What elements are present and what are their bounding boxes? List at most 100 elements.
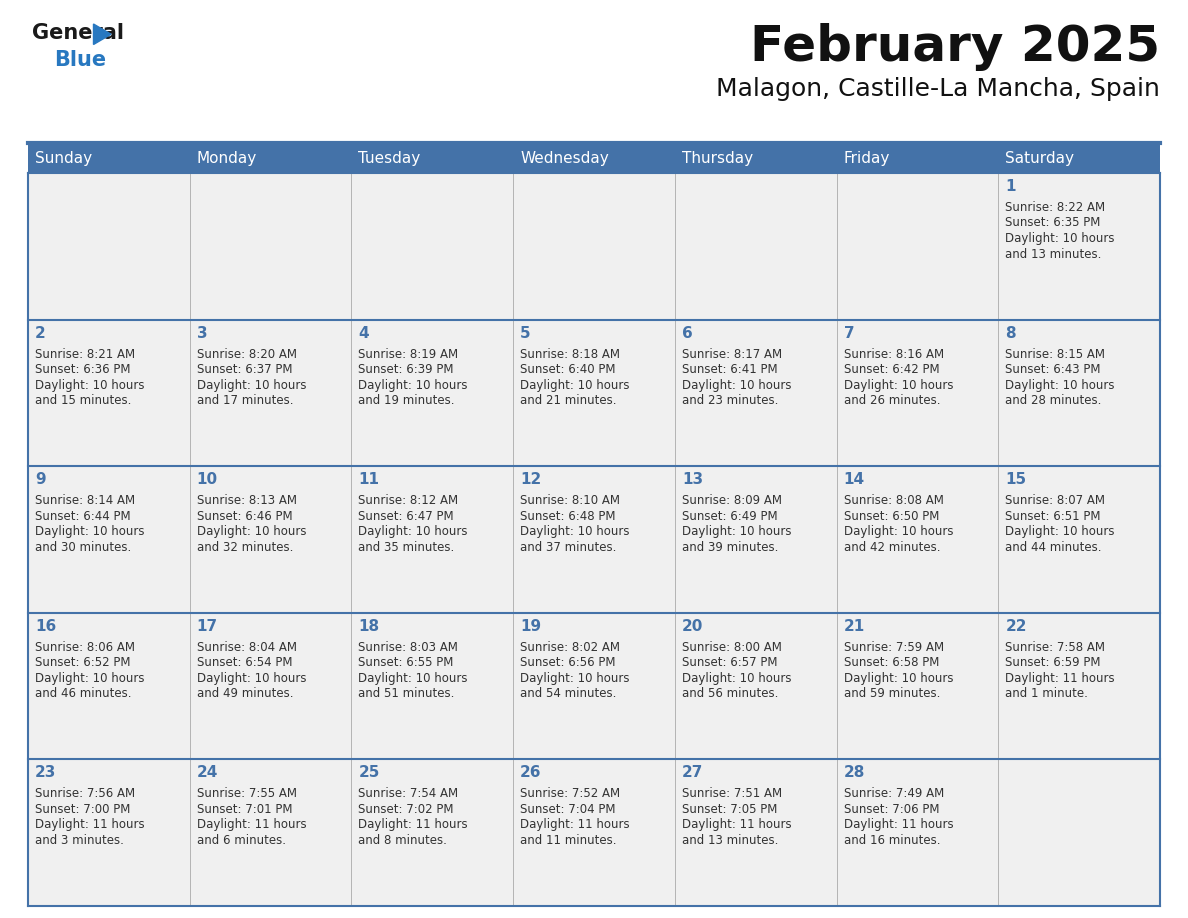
Text: Daylight: 11 hours: Daylight: 11 hours bbox=[843, 819, 953, 832]
Text: 24: 24 bbox=[197, 766, 219, 780]
Text: and 39 minutes.: and 39 minutes. bbox=[682, 541, 778, 554]
Text: Daylight: 10 hours: Daylight: 10 hours bbox=[682, 672, 791, 685]
Text: Friday: Friday bbox=[843, 151, 890, 165]
Text: Sunrise: 7:51 AM: Sunrise: 7:51 AM bbox=[682, 788, 782, 800]
Text: Daylight: 10 hours: Daylight: 10 hours bbox=[197, 525, 307, 538]
Text: Daylight: 10 hours: Daylight: 10 hours bbox=[843, 672, 953, 685]
Text: Saturday: Saturday bbox=[1005, 151, 1074, 165]
Text: Sunrise: 8:08 AM: Sunrise: 8:08 AM bbox=[843, 494, 943, 508]
Text: 22: 22 bbox=[1005, 619, 1026, 633]
Text: Sunset: 6:47 PM: Sunset: 6:47 PM bbox=[359, 509, 454, 522]
Text: Daylight: 11 hours: Daylight: 11 hours bbox=[197, 819, 307, 832]
Text: Sunrise: 8:09 AM: Sunrise: 8:09 AM bbox=[682, 494, 782, 508]
Text: Sunrise: 7:58 AM: Sunrise: 7:58 AM bbox=[1005, 641, 1105, 654]
Text: and 30 minutes.: and 30 minutes. bbox=[34, 541, 131, 554]
Text: Sunrise: 8:07 AM: Sunrise: 8:07 AM bbox=[1005, 494, 1105, 508]
Text: 8: 8 bbox=[1005, 326, 1016, 341]
Text: Daylight: 10 hours: Daylight: 10 hours bbox=[359, 378, 468, 392]
Text: Sunrise: 8:03 AM: Sunrise: 8:03 AM bbox=[359, 641, 459, 654]
Text: Daylight: 10 hours: Daylight: 10 hours bbox=[1005, 525, 1114, 538]
Text: Sunrise: 8:15 AM: Sunrise: 8:15 AM bbox=[1005, 348, 1105, 361]
Text: and 6 minutes.: and 6 minutes. bbox=[197, 834, 286, 847]
Text: Thursday: Thursday bbox=[682, 151, 753, 165]
Text: Sunset: 6:37 PM: Sunset: 6:37 PM bbox=[197, 364, 292, 376]
Text: Sunset: 6:57 PM: Sunset: 6:57 PM bbox=[682, 656, 777, 669]
Text: 20: 20 bbox=[682, 619, 703, 633]
Text: Sunrise: 8:00 AM: Sunrise: 8:00 AM bbox=[682, 641, 782, 654]
Text: and 21 minutes.: and 21 minutes. bbox=[520, 394, 617, 407]
Text: Daylight: 10 hours: Daylight: 10 hours bbox=[34, 525, 145, 538]
Text: Sunset: 7:02 PM: Sunset: 7:02 PM bbox=[359, 803, 454, 816]
Text: Sunset: 6:55 PM: Sunset: 6:55 PM bbox=[359, 656, 454, 669]
Text: Sunrise: 8:22 AM: Sunrise: 8:22 AM bbox=[1005, 201, 1105, 214]
Text: and 1 minute.: and 1 minute. bbox=[1005, 688, 1088, 700]
Text: 25: 25 bbox=[359, 766, 380, 780]
Text: Sunset: 6:42 PM: Sunset: 6:42 PM bbox=[843, 364, 940, 376]
Text: 12: 12 bbox=[520, 472, 542, 487]
Text: Daylight: 10 hours: Daylight: 10 hours bbox=[682, 525, 791, 538]
Text: 15: 15 bbox=[1005, 472, 1026, 487]
Text: 11: 11 bbox=[359, 472, 379, 487]
Text: Sunset: 6:48 PM: Sunset: 6:48 PM bbox=[520, 509, 615, 522]
Text: Sunrise: 8:10 AM: Sunrise: 8:10 AM bbox=[520, 494, 620, 508]
Text: Sunrise: 8:20 AM: Sunrise: 8:20 AM bbox=[197, 348, 297, 361]
Text: 6: 6 bbox=[682, 326, 693, 341]
Text: Sunrise: 8:02 AM: Sunrise: 8:02 AM bbox=[520, 641, 620, 654]
Text: Sunset: 6:59 PM: Sunset: 6:59 PM bbox=[1005, 656, 1101, 669]
Text: 2: 2 bbox=[34, 326, 46, 341]
Text: 5: 5 bbox=[520, 326, 531, 341]
Text: 27: 27 bbox=[682, 766, 703, 780]
Text: Sunset: 6:43 PM: Sunset: 6:43 PM bbox=[1005, 364, 1101, 376]
Text: Sunrise: 8:17 AM: Sunrise: 8:17 AM bbox=[682, 348, 782, 361]
Bar bbox=[29, 319, 1159, 466]
Text: 19: 19 bbox=[520, 619, 542, 633]
Text: Sunrise: 8:16 AM: Sunrise: 8:16 AM bbox=[843, 348, 943, 361]
Text: 1: 1 bbox=[1005, 179, 1016, 194]
Text: Sunrise: 8:04 AM: Sunrise: 8:04 AM bbox=[197, 641, 297, 654]
Text: Wednesday: Wednesday bbox=[520, 151, 609, 165]
Text: 10: 10 bbox=[197, 472, 217, 487]
Text: and 44 minutes.: and 44 minutes. bbox=[1005, 541, 1101, 554]
Text: 9: 9 bbox=[34, 472, 45, 487]
Text: and 23 minutes.: and 23 minutes. bbox=[682, 394, 778, 407]
Text: Sunset: 6:50 PM: Sunset: 6:50 PM bbox=[843, 509, 939, 522]
Text: Daylight: 10 hours: Daylight: 10 hours bbox=[520, 525, 630, 538]
Text: Daylight: 10 hours: Daylight: 10 hours bbox=[682, 378, 791, 392]
Bar bbox=[29, 143, 1159, 173]
Text: Daylight: 10 hours: Daylight: 10 hours bbox=[520, 672, 630, 685]
Text: 28: 28 bbox=[843, 766, 865, 780]
Text: Sunrise: 8:18 AM: Sunrise: 8:18 AM bbox=[520, 348, 620, 361]
Bar bbox=[29, 759, 1159, 906]
Text: Daylight: 10 hours: Daylight: 10 hours bbox=[359, 525, 468, 538]
Text: and 17 minutes.: and 17 minutes. bbox=[197, 394, 293, 407]
Text: 18: 18 bbox=[359, 619, 379, 633]
Text: and 46 minutes.: and 46 minutes. bbox=[34, 688, 132, 700]
Text: and 13 minutes.: and 13 minutes. bbox=[1005, 248, 1101, 261]
Text: Sunset: 6:44 PM: Sunset: 6:44 PM bbox=[34, 509, 131, 522]
Text: and 35 minutes.: and 35 minutes. bbox=[359, 541, 455, 554]
Text: and 59 minutes.: and 59 minutes. bbox=[843, 688, 940, 700]
Text: and 3 minutes.: and 3 minutes. bbox=[34, 834, 124, 847]
Text: Daylight: 11 hours: Daylight: 11 hours bbox=[520, 819, 630, 832]
Text: Sunset: 7:01 PM: Sunset: 7:01 PM bbox=[197, 803, 292, 816]
Text: Tuesday: Tuesday bbox=[359, 151, 421, 165]
Text: and 11 minutes.: and 11 minutes. bbox=[520, 834, 617, 847]
Text: Daylight: 10 hours: Daylight: 10 hours bbox=[197, 672, 307, 685]
Text: and 51 minutes.: and 51 minutes. bbox=[359, 688, 455, 700]
Text: Daylight: 10 hours: Daylight: 10 hours bbox=[1005, 232, 1114, 245]
Text: Daylight: 10 hours: Daylight: 10 hours bbox=[359, 672, 468, 685]
Text: Sunrise: 8:21 AM: Sunrise: 8:21 AM bbox=[34, 348, 135, 361]
Text: Sunrise: 8:19 AM: Sunrise: 8:19 AM bbox=[359, 348, 459, 361]
Text: Daylight: 10 hours: Daylight: 10 hours bbox=[1005, 378, 1114, 392]
Text: Daylight: 10 hours: Daylight: 10 hours bbox=[197, 378, 307, 392]
Text: Sunrise: 7:52 AM: Sunrise: 7:52 AM bbox=[520, 788, 620, 800]
Text: Sunrise: 7:56 AM: Sunrise: 7:56 AM bbox=[34, 788, 135, 800]
Text: 4: 4 bbox=[359, 326, 369, 341]
Bar bbox=[29, 173, 1159, 319]
Text: Sunrise: 7:59 AM: Sunrise: 7:59 AM bbox=[843, 641, 943, 654]
Text: 23: 23 bbox=[34, 766, 56, 780]
Text: Sunset: 6:46 PM: Sunset: 6:46 PM bbox=[197, 509, 292, 522]
Text: February 2025: February 2025 bbox=[750, 23, 1159, 71]
Text: 21: 21 bbox=[843, 619, 865, 633]
Text: and 49 minutes.: and 49 minutes. bbox=[197, 688, 293, 700]
